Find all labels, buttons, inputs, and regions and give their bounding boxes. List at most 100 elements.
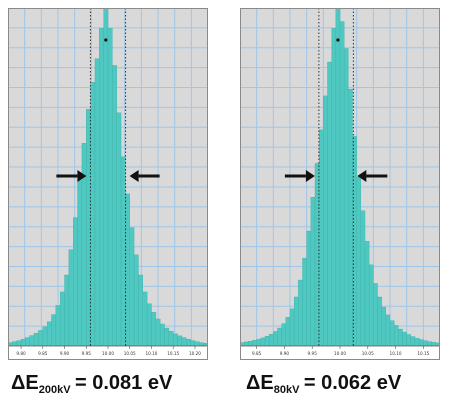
histogram-bar bbox=[199, 342, 204, 347]
x-tick-label: 9.85 bbox=[38, 351, 48, 356]
x-tick-label: 9.95 bbox=[308, 351, 318, 356]
histogram-bar bbox=[73, 217, 78, 347]
histogram-bar bbox=[103, 8, 109, 347]
fwhm-arrow-head bbox=[357, 170, 367, 182]
histogram-bar bbox=[414, 338, 420, 347]
x-tick-label: 9.95 bbox=[82, 351, 92, 356]
histogram-bar bbox=[146, 303, 152, 347]
x-tick-label: 10.05 bbox=[362, 351, 374, 356]
x-tick-label: 10.10 bbox=[145, 351, 157, 356]
histogram-bar bbox=[402, 331, 407, 347]
histogram-bars bbox=[8, 8, 208, 347]
histogram-bar bbox=[268, 333, 274, 347]
histogram-bar bbox=[381, 306, 387, 347]
histogram-bar bbox=[94, 58, 100, 347]
x-tick-label: 10.15 bbox=[167, 351, 179, 356]
histogram-bar bbox=[377, 296, 382, 347]
energy-symbol: E bbox=[25, 372, 39, 394]
histogram-bar bbox=[116, 112, 122, 347]
histogram-bar bbox=[112, 65, 117, 347]
histogram-bar bbox=[318, 129, 324, 347]
histogram-bar bbox=[310, 197, 316, 347]
histogram-bar bbox=[77, 180, 83, 347]
histogram-bar bbox=[302, 257, 307, 347]
histogram-bar bbox=[406, 334, 412, 347]
x-tick-label: 9.85 bbox=[252, 351, 262, 356]
histogram-bar bbox=[59, 291, 65, 347]
histogram-bar bbox=[264, 335, 270, 347]
histogram-bar bbox=[129, 227, 135, 347]
histogram-bar bbox=[360, 210, 366, 347]
plot-border bbox=[240, 8, 440, 360]
histogram-bar bbox=[20, 339, 26, 347]
histogram-bar bbox=[410, 336, 416, 347]
energy-spread-value: = 0.081 eV bbox=[74, 372, 173, 394]
histogram-bar bbox=[385, 314, 391, 347]
x-axis-band bbox=[8, 346, 208, 360]
histogram-bar bbox=[306, 230, 312, 347]
histogram-bar bbox=[327, 61, 332, 347]
histogram-bar bbox=[364, 241, 370, 347]
histogram-bar bbox=[273, 331, 278, 347]
histogram-bar bbox=[138, 274, 143, 347]
x-tick-label: 10.00 bbox=[102, 351, 114, 356]
histogram-bar bbox=[168, 330, 174, 347]
histogram-bar bbox=[418, 339, 424, 347]
fwhm-arrow-head bbox=[77, 170, 87, 182]
x-tick-label: 10.00 bbox=[334, 351, 346, 356]
histogram-bar bbox=[107, 28, 113, 347]
histogram-bar bbox=[190, 340, 196, 347]
histogram-bar bbox=[186, 339, 191, 347]
x-tick-label: 9.80 bbox=[16, 351, 26, 356]
histogram-panel-80kv: 9.85 9.90 9.95 10.00 10.05 10.10 10.15 bbox=[240, 8, 440, 360]
histogram-bar bbox=[68, 249, 74, 347]
histogram-bar bbox=[323, 95, 328, 347]
histogram-bar bbox=[260, 337, 266, 347]
histogram-bar bbox=[352, 136, 357, 347]
x-tick-label: 9.90 bbox=[60, 351, 70, 356]
histogram-bar bbox=[256, 339, 262, 347]
histogram-panel-200kv: 9.80 9.85 9.90 9.95 10.00 10.05 10.10 10.15 10.2… bbox=[8, 8, 208, 360]
x-tick-label: 9.90 bbox=[280, 351, 290, 356]
energy-symbol: E bbox=[260, 372, 274, 394]
histogram-chart-200kv: 9.80 9.85 9.90 9.95 10.00 10.05 10.10 10.15 10.2… bbox=[8, 8, 208, 360]
delta-symbol: Δ bbox=[11, 372, 26, 394]
histogram-bar bbox=[159, 323, 165, 347]
delta-symbol: Δ bbox=[246, 372, 261, 394]
x-tick-label: 10.10 bbox=[390, 351, 402, 356]
histogram-bar bbox=[177, 335, 183, 347]
histogram-bar bbox=[181, 337, 187, 347]
histogram-bar bbox=[298, 279, 303, 347]
histogram-bar bbox=[343, 48, 349, 347]
histogram-bar bbox=[194, 341, 200, 347]
histogram-bar bbox=[133, 254, 139, 347]
histogram-bar bbox=[368, 264, 374, 347]
histogram-chart-80kv: 9.85 9.90 9.95 10.00 10.05 10.10 10.15 bbox=[240, 8, 440, 360]
x-tick-label: 10.20 bbox=[189, 351, 201, 356]
histogram-bar bbox=[120, 156, 126, 347]
fwhm-arrow-head bbox=[129, 170, 139, 182]
histogram-bar bbox=[331, 28, 337, 347]
energy-spread-caption-80kv: ΔE80kV = 0.062 eV bbox=[246, 372, 401, 396]
histogram-bar bbox=[173, 333, 178, 347]
histogram-bar bbox=[33, 332, 39, 347]
histogram-bar bbox=[431, 342, 437, 347]
voltage-subscript: 80kV bbox=[273, 384, 300, 396]
fwhm-arrow-head bbox=[305, 170, 315, 182]
histogram-bar bbox=[12, 341, 17, 347]
histogram-bars bbox=[240, 8, 440, 347]
histogram-bar bbox=[339, 21, 345, 347]
peak-marker-dot bbox=[336, 38, 340, 42]
energy-spread-caption-200kv: ΔE200kV = 0.081 eV bbox=[11, 372, 173, 396]
x-axis-band bbox=[240, 346, 440, 360]
histogram-bar bbox=[142, 291, 148, 347]
histogram-bar bbox=[389, 320, 395, 347]
histogram-bar bbox=[285, 317, 291, 347]
histogram-bar bbox=[248, 341, 253, 347]
histogram-bar bbox=[151, 312, 157, 347]
histogram-bar bbox=[398, 328, 403, 347]
plot-border bbox=[8, 8, 208, 360]
x-tick-label: 10.15 bbox=[417, 351, 429, 356]
histogram-bar bbox=[55, 305, 61, 347]
histogram-bar bbox=[99, 28, 104, 347]
